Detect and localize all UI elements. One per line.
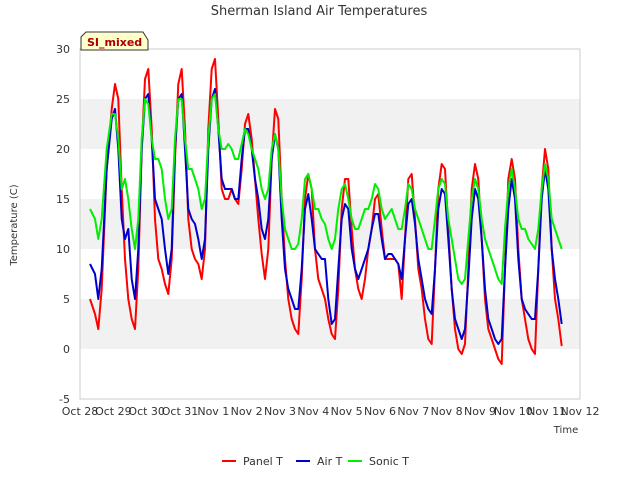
x-tick-label: Nov 6 <box>364 405 396 418</box>
x-tick-label: Oct 31 <box>162 405 199 418</box>
plot-frame <box>79 48 581 400</box>
chart-title: Sherman Island Air Temperatures <box>211 4 428 19</box>
y-tick-label: 20 <box>56 143 70 156</box>
y-tick-label: -5 <box>59 393 70 406</box>
badge-label: SI_mixed <box>87 36 142 49</box>
y-tick-label: 15 <box>56 193 70 206</box>
grid-band <box>80 99 580 149</box>
y-axis-label: Temperature (C) <box>9 184 20 266</box>
x-tick-label: Oct 30 <box>128 405 165 418</box>
x-tick-label: Nov 11 <box>527 405 566 418</box>
x-tick-label: Oct 28 <box>62 405 99 418</box>
x-tick-label: Nov 2 <box>231 405 263 418</box>
x-tick-label: Nov 7 <box>397 405 429 418</box>
x-tick-label: Nov 12 <box>561 405 600 418</box>
x-tick-label: Nov 4 <box>297 405 329 418</box>
y-tick-label: 25 <box>56 93 70 106</box>
y-tick-label: 0 <box>63 343 70 356</box>
series-line-1 <box>89 88 563 345</box>
legend-label: Sonic T <box>369 455 409 468</box>
x-tick-label: Nov 3 <box>264 405 296 418</box>
x-tick-label: Oct 29 <box>95 405 132 418</box>
legend: Panel T Air T Sonic T <box>222 455 409 468</box>
legend-label: Air T <box>317 455 343 468</box>
series-line-2 <box>89 93 563 285</box>
y-tick-label: 10 <box>56 243 70 256</box>
badge: SI_mixed <box>80 31 149 51</box>
legend-label: Panel T <box>243 455 283 468</box>
x-tick-label: Nov 5 <box>331 405 363 418</box>
y-tick-label: 30 <box>56 43 70 56</box>
x-tick-label: Nov 9 <box>464 405 496 418</box>
x-tick-label: Nov 8 <box>431 405 463 418</box>
x-axis-label: Time <box>553 425 578 436</box>
x-tick-label: Nov 1 <box>197 405 229 418</box>
badge-box <box>80 31 149 51</box>
y-axis-ticks: -5 0 5 10 15 20 25 30 <box>56 43 70 406</box>
series-lines <box>89 58 563 365</box>
x-tick-label: Nov 10 <box>494 405 533 418</box>
y-tick-label: 5 <box>63 293 70 306</box>
